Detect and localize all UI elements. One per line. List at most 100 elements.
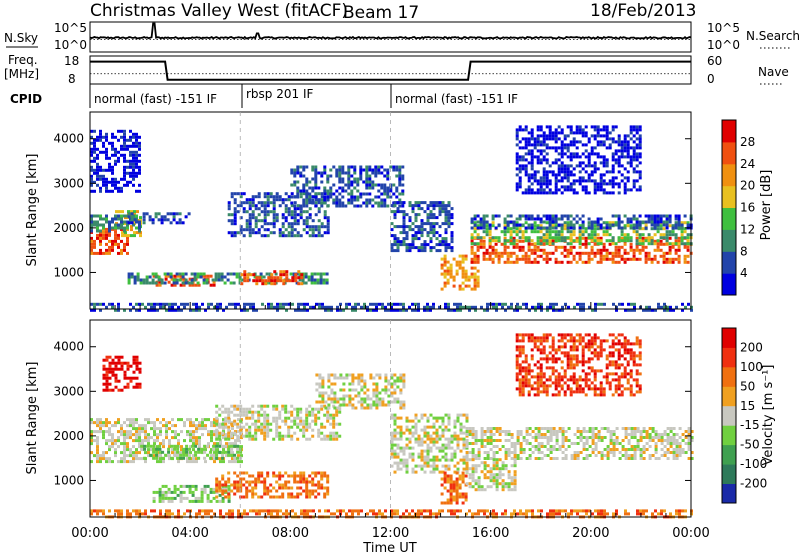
velocity-y-tick-label: 3000 <box>53 384 84 398</box>
velocity-echo-region <box>440 471 468 505</box>
power-y-label: Slant Range [km] <box>25 154 40 267</box>
noise-right-tick-bottom: 10^0 <box>707 38 740 52</box>
velocity-echo-region <box>315 373 406 410</box>
power-colorbar-swatch <box>722 163 736 187</box>
noise-sky-label: N.Sky <box>4 31 38 45</box>
velocity-colorbar-swatch <box>722 425 736 446</box>
cpid-label: CPID <box>10 92 42 106</box>
noise-panel: N.Sky 10^5 10^0 N.Search 10^5 10^0 <box>4 21 800 53</box>
freq-unit-label: [MHz] <box>4 67 39 81</box>
velocity-colorbar-swatch <box>722 386 736 407</box>
x-tick-label: 20:00 <box>572 526 609 541</box>
freq-label: Freq. <box>8 53 38 67</box>
time-x-axis: 00:00 04:00 08:00 12:00 16:00 20:00 00:00 <box>71 526 709 541</box>
x-tick-label: 04:00 <box>171 526 208 541</box>
velocity-echo-region <box>215 471 330 499</box>
noise-sky-trace <box>89 22 692 40</box>
velocity-panel: 1000 2000 3000 4000 Slant Range [km] 200 100… <box>25 319 776 554</box>
power-data-layer <box>90 125 693 312</box>
noise-search-label: N.Search <box>746 29 800 43</box>
velocity-colorbar-swatch <box>722 347 736 368</box>
velocity-colorbar-label: 15 <box>740 399 755 413</box>
velocity-colorbar-label: -100 <box>740 457 767 471</box>
power-y-tick-label: 4000 <box>53 132 84 146</box>
nave-tick-top: 60 <box>707 54 722 68</box>
velocity-colorbar-label: 100 <box>740 360 763 374</box>
velocity-colorbar-swatch <box>722 405 736 426</box>
power-colorbar-frame <box>721 119 737 296</box>
velocity-echo-region <box>390 413 469 474</box>
power-echo-region <box>470 214 693 230</box>
noise-right-tick-top: 10^5 <box>707 21 740 35</box>
power-y-axis: 1000 2000 3000 4000 <box>53 112 692 309</box>
beam-label: Beam 17 <box>343 3 419 23</box>
freq-panel: Freq. [MHz] 18 8 60 0 Nave <box>4 53 789 86</box>
x-tick-label: 12:00 <box>372 526 409 541</box>
power-echo-region <box>227 192 330 238</box>
velocity-y-label: Slant Range [km] <box>25 362 40 475</box>
velocity-colorbar-swatch <box>722 366 736 387</box>
power-colorbar-title: Power [dB] <box>759 170 774 241</box>
date-label: 18/Feb/2013 <box>590 1 696 21</box>
velocity-colorbar-swatch <box>722 483 736 504</box>
velocity-colorbar: 200 100 50 15 -15 -50 -100 -200 <box>721 327 767 504</box>
cpid-segment-2: rbsp 201 IF <box>246 87 313 101</box>
power-y-tick-label: 3000 <box>53 176 84 190</box>
power-y-tick-label: 2000 <box>53 221 84 235</box>
nave-tick-bottom: 0 <box>707 72 715 86</box>
velocity-colorbar-frame <box>721 327 737 504</box>
velocity-colorbar-label: 200 <box>740 340 763 354</box>
velocity-colorbar-swatch <box>722 464 736 484</box>
power-colorbar-swatch <box>722 273 736 296</box>
velocity-colorbar-swatch <box>722 328 736 348</box>
power-echo-region <box>127 212 191 225</box>
velocity-colorbar-label: -200 <box>740 477 767 491</box>
velocity-colorbar-swatch <box>722 444 736 465</box>
power-colorbar-label: 12 <box>740 222 755 236</box>
power-echo-region <box>515 125 642 195</box>
velocity-data-layer <box>90 333 694 519</box>
velocity-colorbar-label: -15 <box>740 418 760 432</box>
velocity-echo-region <box>465 427 694 460</box>
power-colorbar-swatch <box>722 120 736 143</box>
velocity-echo-region <box>465 458 517 492</box>
power-colorbar-label: 24 <box>740 157 755 171</box>
power-colorbar-label: 20 <box>740 179 755 193</box>
velocity-echo-region <box>102 355 142 392</box>
velocity-colorbar-label: 50 <box>740 379 755 393</box>
power-colorbar-swatch <box>722 229 736 252</box>
freq-trace <box>90 60 691 81</box>
x-tick-label: 08:00 <box>272 526 309 541</box>
station-title: Christmas Valley West (fitACF) <box>90 1 348 21</box>
cpid-segment-1: normal (fast) -151 IF <box>94 92 217 106</box>
power-echo-region <box>390 201 454 253</box>
power-colorbar-label: 4 <box>740 266 748 280</box>
power-colorbar-label: 16 <box>740 201 755 215</box>
power-panel: 1000 2000 3000 4000 Slant Range [km] 4 8 12 16… <box>25 111 774 312</box>
cpid-segment-3: normal (fast) -151 IF <box>395 92 518 106</box>
power-colorbar-swatch <box>722 207 736 230</box>
noise-left-tick-bottom: 10^0 <box>54 38 87 52</box>
power-echo-region <box>90 129 141 193</box>
velocity-echo-region <box>515 333 642 397</box>
power-colorbar-swatch <box>722 251 736 274</box>
velocity-y-tick-label: 4000 <box>53 340 84 354</box>
x-axis-label: Time UT <box>362 541 416 554</box>
velocity-colorbar-label: -50 <box>740 438 760 452</box>
power-colorbar-swatch <box>722 141 736 165</box>
freq-tick-bottom: 8 <box>68 72 76 86</box>
power-colorbar-label: 28 <box>740 135 755 149</box>
noise-left-tick-top: 10^5 <box>54 21 87 35</box>
velocity-y-tick-label: 1000 <box>53 473 84 487</box>
x-tick-label: 00:00 <box>71 526 108 541</box>
power-colorbar-swatch <box>722 185 736 208</box>
power-colorbar-label: 8 <box>740 244 748 258</box>
power-echo-region <box>290 165 405 208</box>
nave-label: Nave <box>758 65 789 79</box>
freq-tick-top: 18 <box>64 54 79 68</box>
x-tick-label: 00:00 <box>672 526 709 541</box>
cpid-bar: CPID normal (fast) -151 IF rbsp 201 IF n… <box>10 84 518 108</box>
x-tick-label: 16:00 <box>472 526 509 541</box>
power-y-tick-label: 1000 <box>53 265 84 279</box>
